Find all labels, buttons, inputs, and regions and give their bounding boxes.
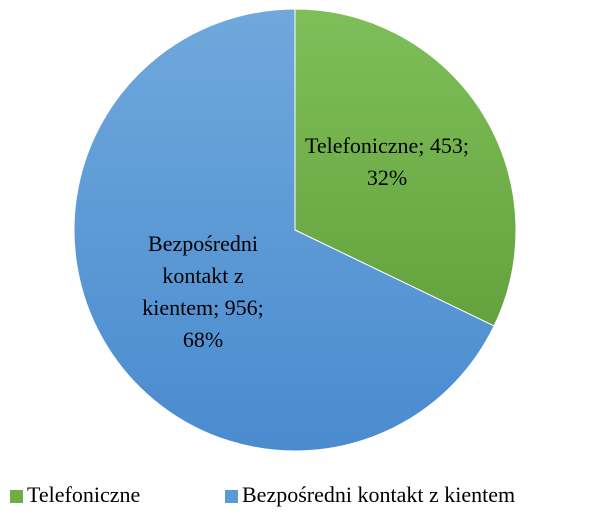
pie-slice: [294, 8, 517, 327]
pie-slice: [73, 8, 495, 452]
data-label-box: Telefoniczne; 453; 32%: [304, 133, 469, 190]
legend-swatch: [225, 490, 238, 503]
legend-label: Telefoniczne: [27, 482, 140, 507]
legend-label: Bezpośredni kontakt z kientem: [242, 482, 515, 507]
data-label: Bezpośredni kontakt z kientem; 956; 68%: [142, 231, 264, 352]
data-label: Telefoniczne; 453; 32%: [304, 133, 469, 190]
legend-swatch: [10, 490, 23, 503]
data-label-box: Bezpośredni kontakt z kientem; 956; 68%: [142, 231, 264, 352]
